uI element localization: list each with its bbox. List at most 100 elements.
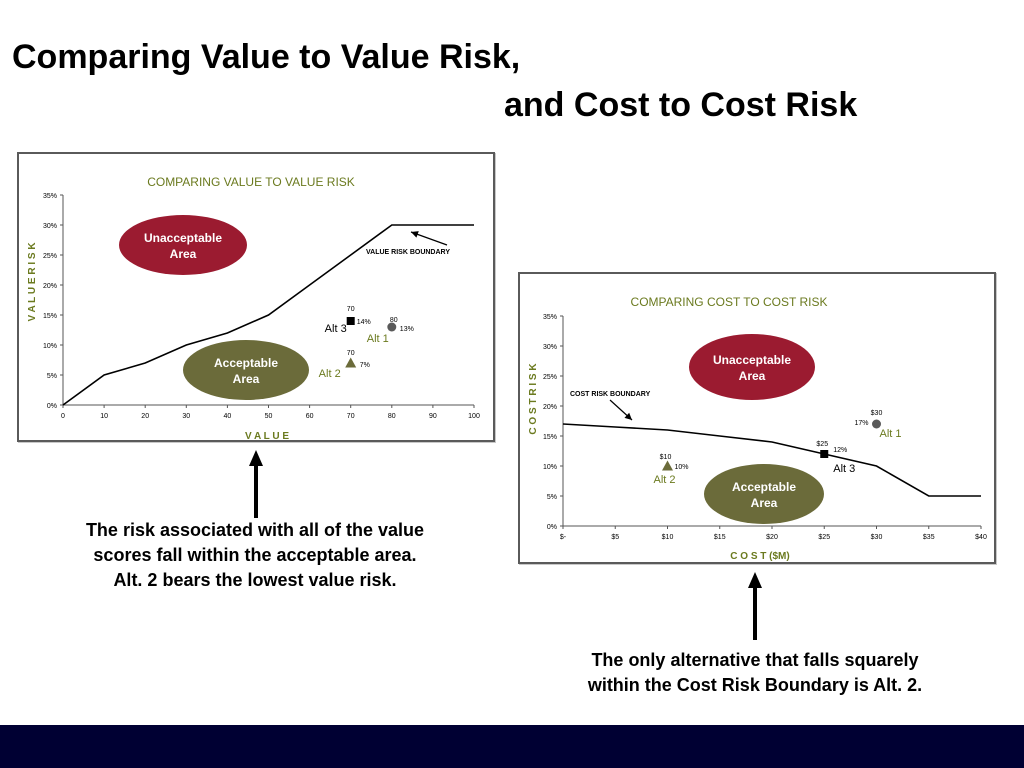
value-point-alt-2-name-label: Alt 2 [319,368,341,380]
cost-y-tick-label: 20% [543,404,557,411]
value-y-tick-label: 30% [43,223,57,230]
value-point-alt-3-name-label: Alt 3 [325,323,347,335]
cost-y-tick-label: 0% [547,524,557,531]
cost-boundary-label: COST RISK BOUNDARY [570,391,651,398]
cost-x-tick-label: $20 [766,534,778,541]
value-unacceptable-label: Area [170,247,197,261]
value-boundary-label: VALUE RISK BOUNDARY [366,249,450,256]
cost-y-tick-label: 35% [543,314,557,321]
cost-x-tick-label: $- [560,534,567,541]
value-acceptable-label: Acceptable [214,356,278,370]
cost-y-tick-label: 15% [543,434,557,441]
value-callout-arrowhead [249,450,263,466]
value-x-tick-label: 50 [265,413,273,420]
cost-x-tick-label: $5 [611,534,619,541]
value-point-alt-3-x-label: 70 [347,306,355,313]
caption-line: Alt. 2 bears the lowest value risk. [113,570,397,590]
footer-bar [0,725,1024,768]
caption-line: scores fall within the acceptable area. [93,545,417,565]
cost-point-alt-2-y-label: 10% [675,464,689,471]
cost-unacceptable-label: Area [739,369,766,383]
value-boundary-line [62,224,474,406]
value-point-alt-1-name-label: Alt 1 [367,333,389,345]
cost-y-tick-label: 25% [543,374,557,381]
cost-point-alt-1-name-label: Alt 1 [879,428,901,440]
value-point-alt-2-y-label: 7% [360,362,370,369]
cost-point-alt-1-y-label: 17% [855,420,869,427]
cost-risk-chart: COMPARING COST TO COST RISK 0% 5% 10% 15% 20%… [518,272,996,564]
value-chart-caption: The risk associated with all of the valu… [20,518,490,593]
slide-title-line-1: Comparing Value to Value Risk, [12,38,521,76]
cost-point-alt-3-marker [820,450,829,458]
value-point-alt-3-marker [346,317,355,325]
value-x-axis-title: V A L U E [245,431,289,440]
cost-point-alt-1-marker [872,419,881,429]
value-point-alt-3-y-label: 14% [357,319,371,326]
cost-unacceptable-label: Unacceptable [713,353,791,367]
cost-y-tick-label: 10% [543,464,557,471]
value-risk-chart-svg: COMPARING VALUE TO VALUE RISK 0% 5% 10% 15% 2… [27,175,480,440]
value-boundary-pointer-head [411,231,419,238]
value-point-alt-2-marker [345,357,357,368]
value-unacceptable-area [119,215,247,275]
cost-chart-title: COMPARING COST TO COST RISK [631,295,828,309]
value-y-tick-label: 15% [43,313,57,320]
value-x-tick-label: 0 [61,413,65,420]
value-risk-chart: COMPARING VALUE TO VALUE RISK 0% 5% 10% 15% 2… [17,152,495,442]
value-y-tick-label: 10% [43,343,57,350]
cost-point-alt-3-name-label: Alt 3 [833,463,855,475]
value-acceptable-area [183,340,309,400]
cost-point-alt-2-name-label: Alt 2 [653,474,675,486]
value-point-alt-1-marker [387,322,397,332]
value-point-alt-2-x-label: 70 [347,350,355,357]
cost-boundary-line [562,423,981,497]
cost-acceptable-label: Acceptable [732,480,796,494]
cost-y-tick-label: 30% [543,344,557,351]
cost-callout-arrowhead [748,572,762,588]
cost-x-tick-label: $30 [871,534,883,541]
value-x-tick-label: 30 [182,413,190,420]
value-y-axis-title: V A L U E R I S K [27,242,38,322]
value-x-tick-label: 80 [388,413,396,420]
cost-point-alt-1-x-label: $30 [871,410,883,417]
value-y-tick-label: 20% [43,283,57,290]
value-y-tick-label: 25% [43,253,57,260]
cost-x-tick-label: $10 [662,534,674,541]
cost-y-tick-label: 5% [547,494,557,501]
value-y-tick-label: 5% [47,373,57,380]
value-x-tick-label: 20 [141,413,149,420]
value-chart-title: COMPARING VALUE TO VALUE RISK [147,175,355,189]
value-x-tick-label: 100 [468,413,480,420]
cost-risk-chart-svg: COMPARING COST TO COST RISK 0% 5% 10% 15% 20%… [528,295,987,562]
value-x-tick-label: 60 [306,413,314,420]
cost-point-alt-2-x-label: $10 [660,454,672,461]
value-x-tick-label: 90 [429,413,437,420]
value-x-tick-label: 40 [224,413,232,420]
cost-x-tick-label: $35 [923,534,935,541]
cost-x-tick-label: $15 [714,534,726,541]
cost-acceptable-label: Area [751,496,778,510]
cost-acceptable-area [704,464,824,524]
cost-x-axis-title: C O S T ($M) [730,551,789,562]
cost-point-alt-3-y-label: 12% [833,447,847,454]
value-unacceptable-label: Unacceptable [144,231,222,245]
value-y-tick-label: 0% [47,403,57,410]
cost-point-alt-2-marker [662,460,673,471]
caption-line: The only alternative that falls squarely [591,650,919,670]
cost-boundary-pointer-head [624,412,632,420]
value-x-tick-label: 70 [347,413,355,420]
caption-line: within the Cost Risk Boundary is Alt. 2. [587,675,923,695]
cost-unacceptable-area [689,334,815,400]
caption-line: The risk associated with all of the valu… [85,520,425,540]
cost-x-tick-label: $40 [975,534,987,541]
cost-chart-caption: The only alternative that falls squarely… [520,648,990,698]
value-point-alt-1-x-label: 80 [390,317,398,324]
cost-x-tick-label: $25 [818,534,830,541]
cost-point-alt-3-x-label: $25 [816,441,828,448]
value-x-tick-label: 10 [100,413,108,420]
value-point-alt-1-y-label: 13% [400,326,414,333]
value-y-tick-label: 35% [43,193,57,200]
cost-y-axis-title: C O S T R I S K [528,363,539,435]
value-acceptable-label: Area [233,372,260,386]
